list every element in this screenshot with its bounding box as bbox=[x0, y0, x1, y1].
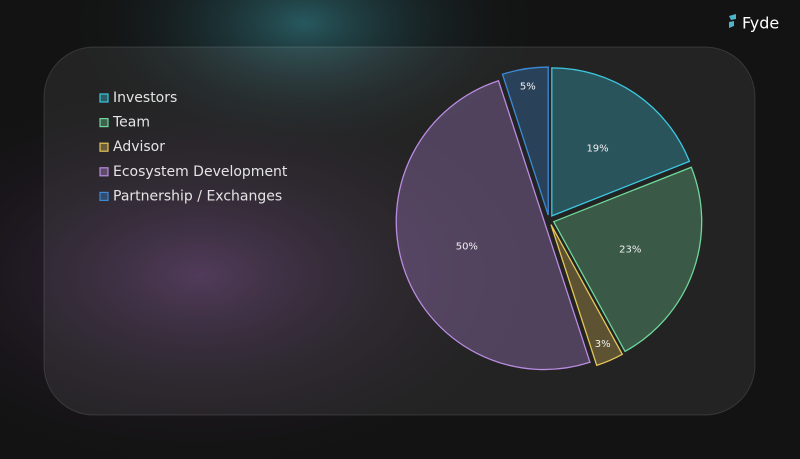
legend-swatch bbox=[99, 191, 109, 201]
legend-label: Team bbox=[112, 115, 150, 131]
slice-label: 3% bbox=[595, 339, 611, 350]
legend: Investors Team Advisor Ecosystem Developmen… bbox=[99, 90, 288, 204]
slice-label: 5% bbox=[520, 81, 536, 92]
legend-swatch bbox=[99, 142, 109, 152]
slice-label: 23% bbox=[619, 244, 641, 255]
legend-swatch bbox=[99, 167, 109, 177]
slice-label: 50% bbox=[456, 242, 478, 253]
legend-swatch bbox=[99, 117, 109, 128]
legend-label: Investors bbox=[113, 90, 177, 106]
legend-label: Advisor bbox=[113, 139, 165, 155]
pie-slice bbox=[395, 79, 591, 371]
pie-slice bbox=[552, 166, 703, 353]
brand-name: Fyde bbox=[742, 14, 779, 33]
pie-slice bbox=[501, 66, 549, 216]
pie-slice bbox=[550, 224, 624, 367]
legend-swatch bbox=[99, 93, 109, 103]
brand-logo bbox=[729, 14, 736, 28]
pie-slice bbox=[551, 67, 691, 217]
slice-label: 19% bbox=[586, 144, 608, 155]
pie: 19% 23% 3% 50% 5% bbox=[395, 66, 703, 371]
legend-label: Ecosystem Development bbox=[113, 164, 288, 180]
legend-label: Partnership / Exchanges bbox=[113, 188, 282, 204]
